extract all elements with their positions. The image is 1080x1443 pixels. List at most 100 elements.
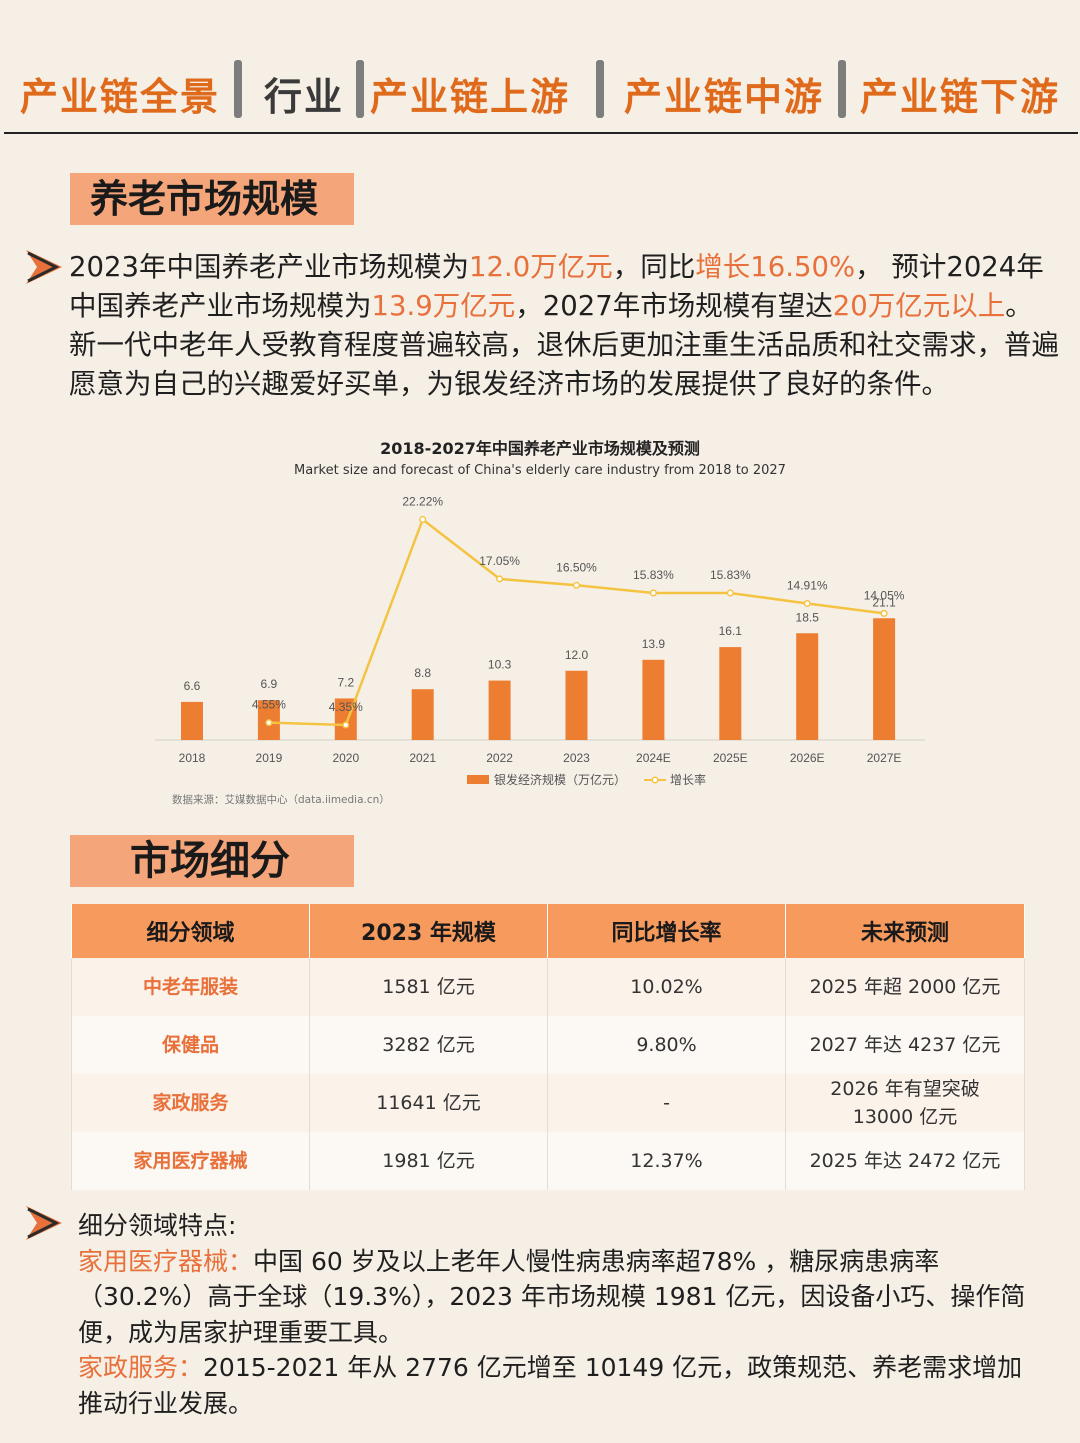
table-row: 保健品 3282 亿元 9.80% 2027 年达 4237 亿元	[71, 1016, 1025, 1074]
table-cell: 3282 亿元	[309, 1016, 548, 1074]
bar	[873, 618, 896, 740]
table-header: 细分领域	[71, 904, 310, 958]
growth-rate-label: 22.22%	[402, 494, 443, 508]
segment-features: 细分领域特点: 家用医疗器械：中国 60 岁及以上老年人慢性病患病率超78% ，…	[78, 1208, 1038, 1421]
x-tick-label: 2027E	[867, 751, 902, 765]
highlight-text: 12.0万亿元	[468, 251, 613, 283]
legend-swatch-bar	[467, 775, 489, 784]
table-header: 2023 年规模	[309, 904, 548, 958]
arrow-bullet-icon	[26, 250, 62, 284]
table-cell: 2026 年有望突破 13000 亿元	[785, 1074, 1025, 1132]
nav-separator	[596, 60, 604, 118]
growth-rate-label: 16.50%	[556, 560, 597, 574]
bar-value-label: 12.0	[565, 648, 589, 662]
nav-separator	[234, 60, 242, 118]
bar	[181, 701, 203, 740]
bar-value-label: 6.6	[184, 679, 201, 693]
bar-value-label: 6.9	[261, 677, 278, 691]
growth-rate-label: 4.55%	[252, 698, 286, 712]
growth-rate-label: 17.05%	[479, 554, 520, 568]
x-tick-label: 2023	[563, 751, 590, 765]
growth-rate-label: 15.83%	[710, 568, 751, 582]
x-tick-label: 2020	[332, 751, 359, 765]
bar-value-label: 18.5	[796, 610, 820, 624]
growth-rate-point	[265, 719, 273, 727]
tab-downstream[interactable]: 产业链下游	[860, 75, 1061, 119]
table-row: 家用医疗器械 1981 亿元 12.37% 2025 年达 2472 亿元	[71, 1132, 1025, 1190]
paragraph-text: 2023年中国养老产业市场规模为	[69, 251, 469, 283]
growth-rate-label: 14.91%	[787, 579, 828, 593]
table-header: 同比增长率	[547, 904, 786, 958]
growth-rate-point	[880, 609, 888, 617]
table-cell: 9.80%	[547, 1016, 786, 1074]
bar	[488, 680, 511, 740]
highlight-text: 20万亿元以上	[832, 290, 1006, 322]
table-cell: -	[547, 1074, 786, 1132]
x-tick-label: 2018	[179, 751, 206, 765]
table-cell-category: 中老年服装	[71, 958, 310, 1016]
x-tick-label: 2019	[256, 751, 283, 765]
x-tick-label: 2022	[486, 751, 513, 765]
bar-value-label: 13.9	[642, 637, 666, 651]
table-cell: 2025 年超 2000 亿元	[785, 958, 1025, 1016]
bar	[411, 689, 434, 740]
table-cell: 1581 亿元	[309, 958, 548, 1016]
table-row: 家政服务 11641 亿元 - 2026 年有望突破 13000 亿元	[71, 1074, 1025, 1132]
market-size-chart: 6.6 2018 6.9 2019 7.2 2020 8.8 2021 10.3 2022 12.0…	[155, 494, 925, 787]
table-cell-category: 保健品	[71, 1016, 310, 1074]
table-cell: 2025 年达 2472 亿元	[785, 1132, 1025, 1190]
arrow-bullet-icon	[26, 1206, 62, 1240]
feature-item: 家用医疗器械：中国 60 岁及以上老年人慢性病患病率超78% ，糖尿病患病率（3…	[78, 1244, 1038, 1351]
tab-industry-chain-overview[interactable]: 产业链全景	[20, 75, 221, 119]
growth-rate-point	[496, 575, 504, 583]
feature-text: 2015-2021 年从 2776 亿元增至 10149 亿元，政策规范、养老需…	[78, 1353, 1023, 1418]
growth-rate-point	[803, 599, 811, 608]
legend-swatch-point	[651, 776, 659, 784]
x-tick-label: 2021	[409, 751, 436, 765]
bar	[796, 633, 819, 740]
x-tick-label: 2024E	[636, 751, 671, 765]
tab-upstream[interactable]: 产业链上游	[370, 75, 571, 119]
bar-value-label: 7.2	[337, 675, 354, 689]
bar	[565, 670, 588, 740]
top-nav: 产业链全景 行业 产业链上游 产业链中游 产业链下游	[0, 58, 1080, 122]
feature-item: 家政服务：2015-2021 年从 2776 亿元增至 10149 亿元，政策规…	[78, 1350, 1038, 1421]
growth-rate-label: 15.83%	[633, 568, 674, 582]
tab-midstream[interactable]: 产业链中游	[624, 75, 825, 119]
bar	[642, 659, 665, 740]
x-tick-label: 2026E	[790, 751, 825, 765]
growth-rate-point	[726, 589, 734, 597]
feature-text: 中国 60 岁及以上老年人慢性病患病率超78% ，糖尿病患病率（30.2%）高于…	[78, 1246, 1026, 1347]
table-cell: 11641 亿元	[309, 1074, 548, 1132]
paragraph-text: 。新一代中老年人受教育程度普遍较高，退休后更加注重生活品质和社交需求，普遍愿意为…	[69, 290, 1059, 400]
x-tick-label: 2025E	[713, 751, 748, 765]
table-cell: 10.02%	[547, 958, 786, 1016]
table-header: 未来预测	[785, 904, 1025, 958]
table-cell-category: 家用医疗器械	[71, 1132, 310, 1190]
segment-table: 细分领域 2023 年规模 同比增长率 未来预测 中老年服装 1581 亿元 1…	[71, 904, 1025, 1190]
paragraph-text: ，同比	[612, 251, 696, 283]
growth-rate-label: 4.35%	[329, 700, 363, 714]
bar	[719, 647, 742, 740]
highlight-text: 13.9万亿元	[371, 290, 516, 322]
table-cell: 12.37%	[547, 1132, 786, 1190]
table-row: 中老年服装 1581 亿元 10.02% 2025 年超 2000 亿元	[71, 958, 1025, 1016]
table-cell: 1981 亿元	[309, 1132, 548, 1190]
chart-title: 2018-2027年中国养老产业市场规模及预测	[380, 439, 700, 458]
paragraph-text: ，2027年市场规模有望达	[515, 290, 833, 322]
table-cell-category: 家政服务	[71, 1074, 310, 1132]
legend-label: 增长率	[670, 772, 706, 787]
chart-source: 数据来源：艾媒数据中心（data.iimedia.cn）	[172, 794, 390, 806]
paragraph-text: ， 预计2024年中国养老产业市场规模为	[69, 251, 1044, 322]
table-header-row: 细分领域 2023 年规模 同比增长率 未来预测	[71, 904, 1025, 958]
bar-value-label: 16.1	[719, 624, 743, 638]
growth-rate-point	[419, 515, 427, 524]
features-intro: 细分领域特点:	[78, 1211, 237, 1240]
table-cell: 2027 年达 4237 亿元	[785, 1016, 1025, 1074]
growth-rate-label: 14.05%	[864, 588, 905, 602]
highlight-text: 增长16.50%	[695, 251, 856, 283]
bar-value-label: 10.3	[488, 658, 512, 672]
nav-separator	[356, 60, 364, 118]
tab-industry[interactable]: 行业	[264, 75, 345, 119]
growth-rate-point	[649, 589, 657, 597]
